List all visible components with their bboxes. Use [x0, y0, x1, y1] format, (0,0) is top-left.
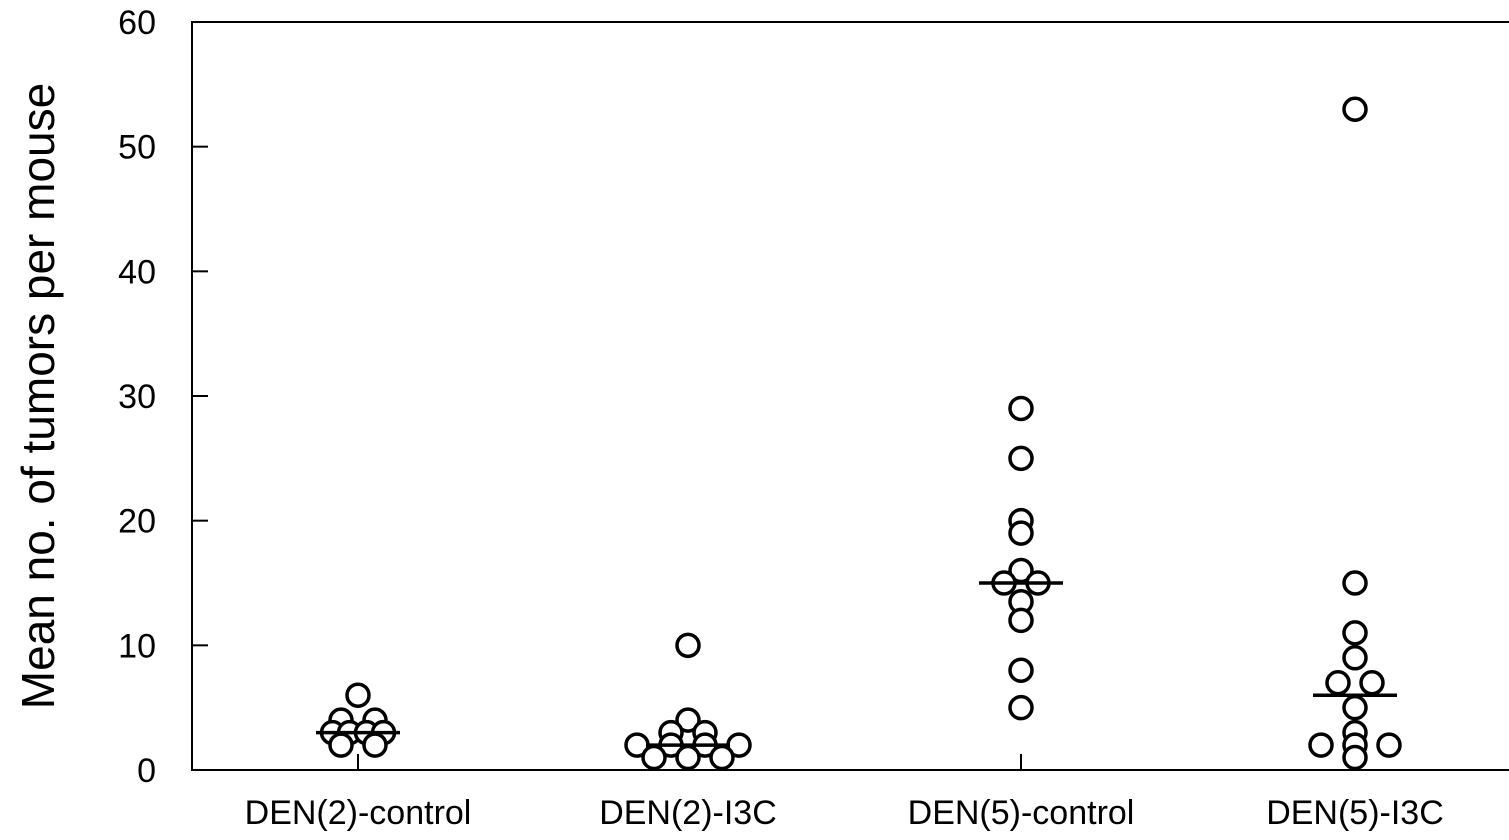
x-axis: DEN(2)-control DEN(2)-I3C DEN(5)-control DE…: [245, 754, 1444, 832]
y-tick-label: 0: [137, 752, 156, 790]
y-tick-label: 60: [118, 4, 156, 42]
y-tick-label: 30: [118, 378, 156, 416]
data-point: [1342, 620, 1368, 646]
y-tick-label: 40: [118, 253, 156, 291]
data-point: [1008, 607, 1034, 634]
data-point: [1008, 395, 1034, 422]
data-point: [1342, 744, 1368, 771]
data-point: [1008, 657, 1034, 684]
x-tick-label: DEN(5)-control: [908, 794, 1135, 832]
y-tick-label: 50: [118, 129, 156, 167]
data-point: [1359, 669, 1385, 696]
data-point: [345, 682, 371, 708]
data-point: [1008, 445, 1034, 472]
data-point: [675, 707, 701, 733]
data-point: [328, 732, 354, 758]
data-point: [709, 744, 735, 771]
data-point: [1342, 570, 1368, 596]
y-axis-title: Mean no. of tumors per mouse: [12, 83, 64, 709]
data-point: [1342, 96, 1368, 123]
data-point: [1308, 732, 1334, 758]
plot-frame: [191, 21, 1509, 771]
data-point: [1342, 694, 1368, 721]
x-tick-label: DEN(5)-I3C: [1266, 794, 1444, 832]
data-point: [641, 744, 667, 771]
x-tick-label: DEN(2)-I3C: [599, 794, 777, 832]
data-point: [675, 744, 701, 771]
data-points: [319, 96, 1402, 771]
data-point: [1008, 694, 1034, 721]
data-point: [362, 732, 388, 758]
data-point: [1376, 732, 1402, 758]
data-point: [1325, 669, 1351, 696]
y-tick-label: 10: [118, 627, 156, 665]
mean-lines: [316, 581, 1397, 747]
x-tick-label: DEN(2)-control: [245, 794, 472, 832]
data-point: [1008, 520, 1034, 546]
y-axis: 0 10 20 30 40 50 60: [118, 4, 208, 790]
y-tick-label: 20: [118, 503, 156, 541]
data-point: [675, 632, 701, 659]
data-point: [1342, 645, 1368, 671]
